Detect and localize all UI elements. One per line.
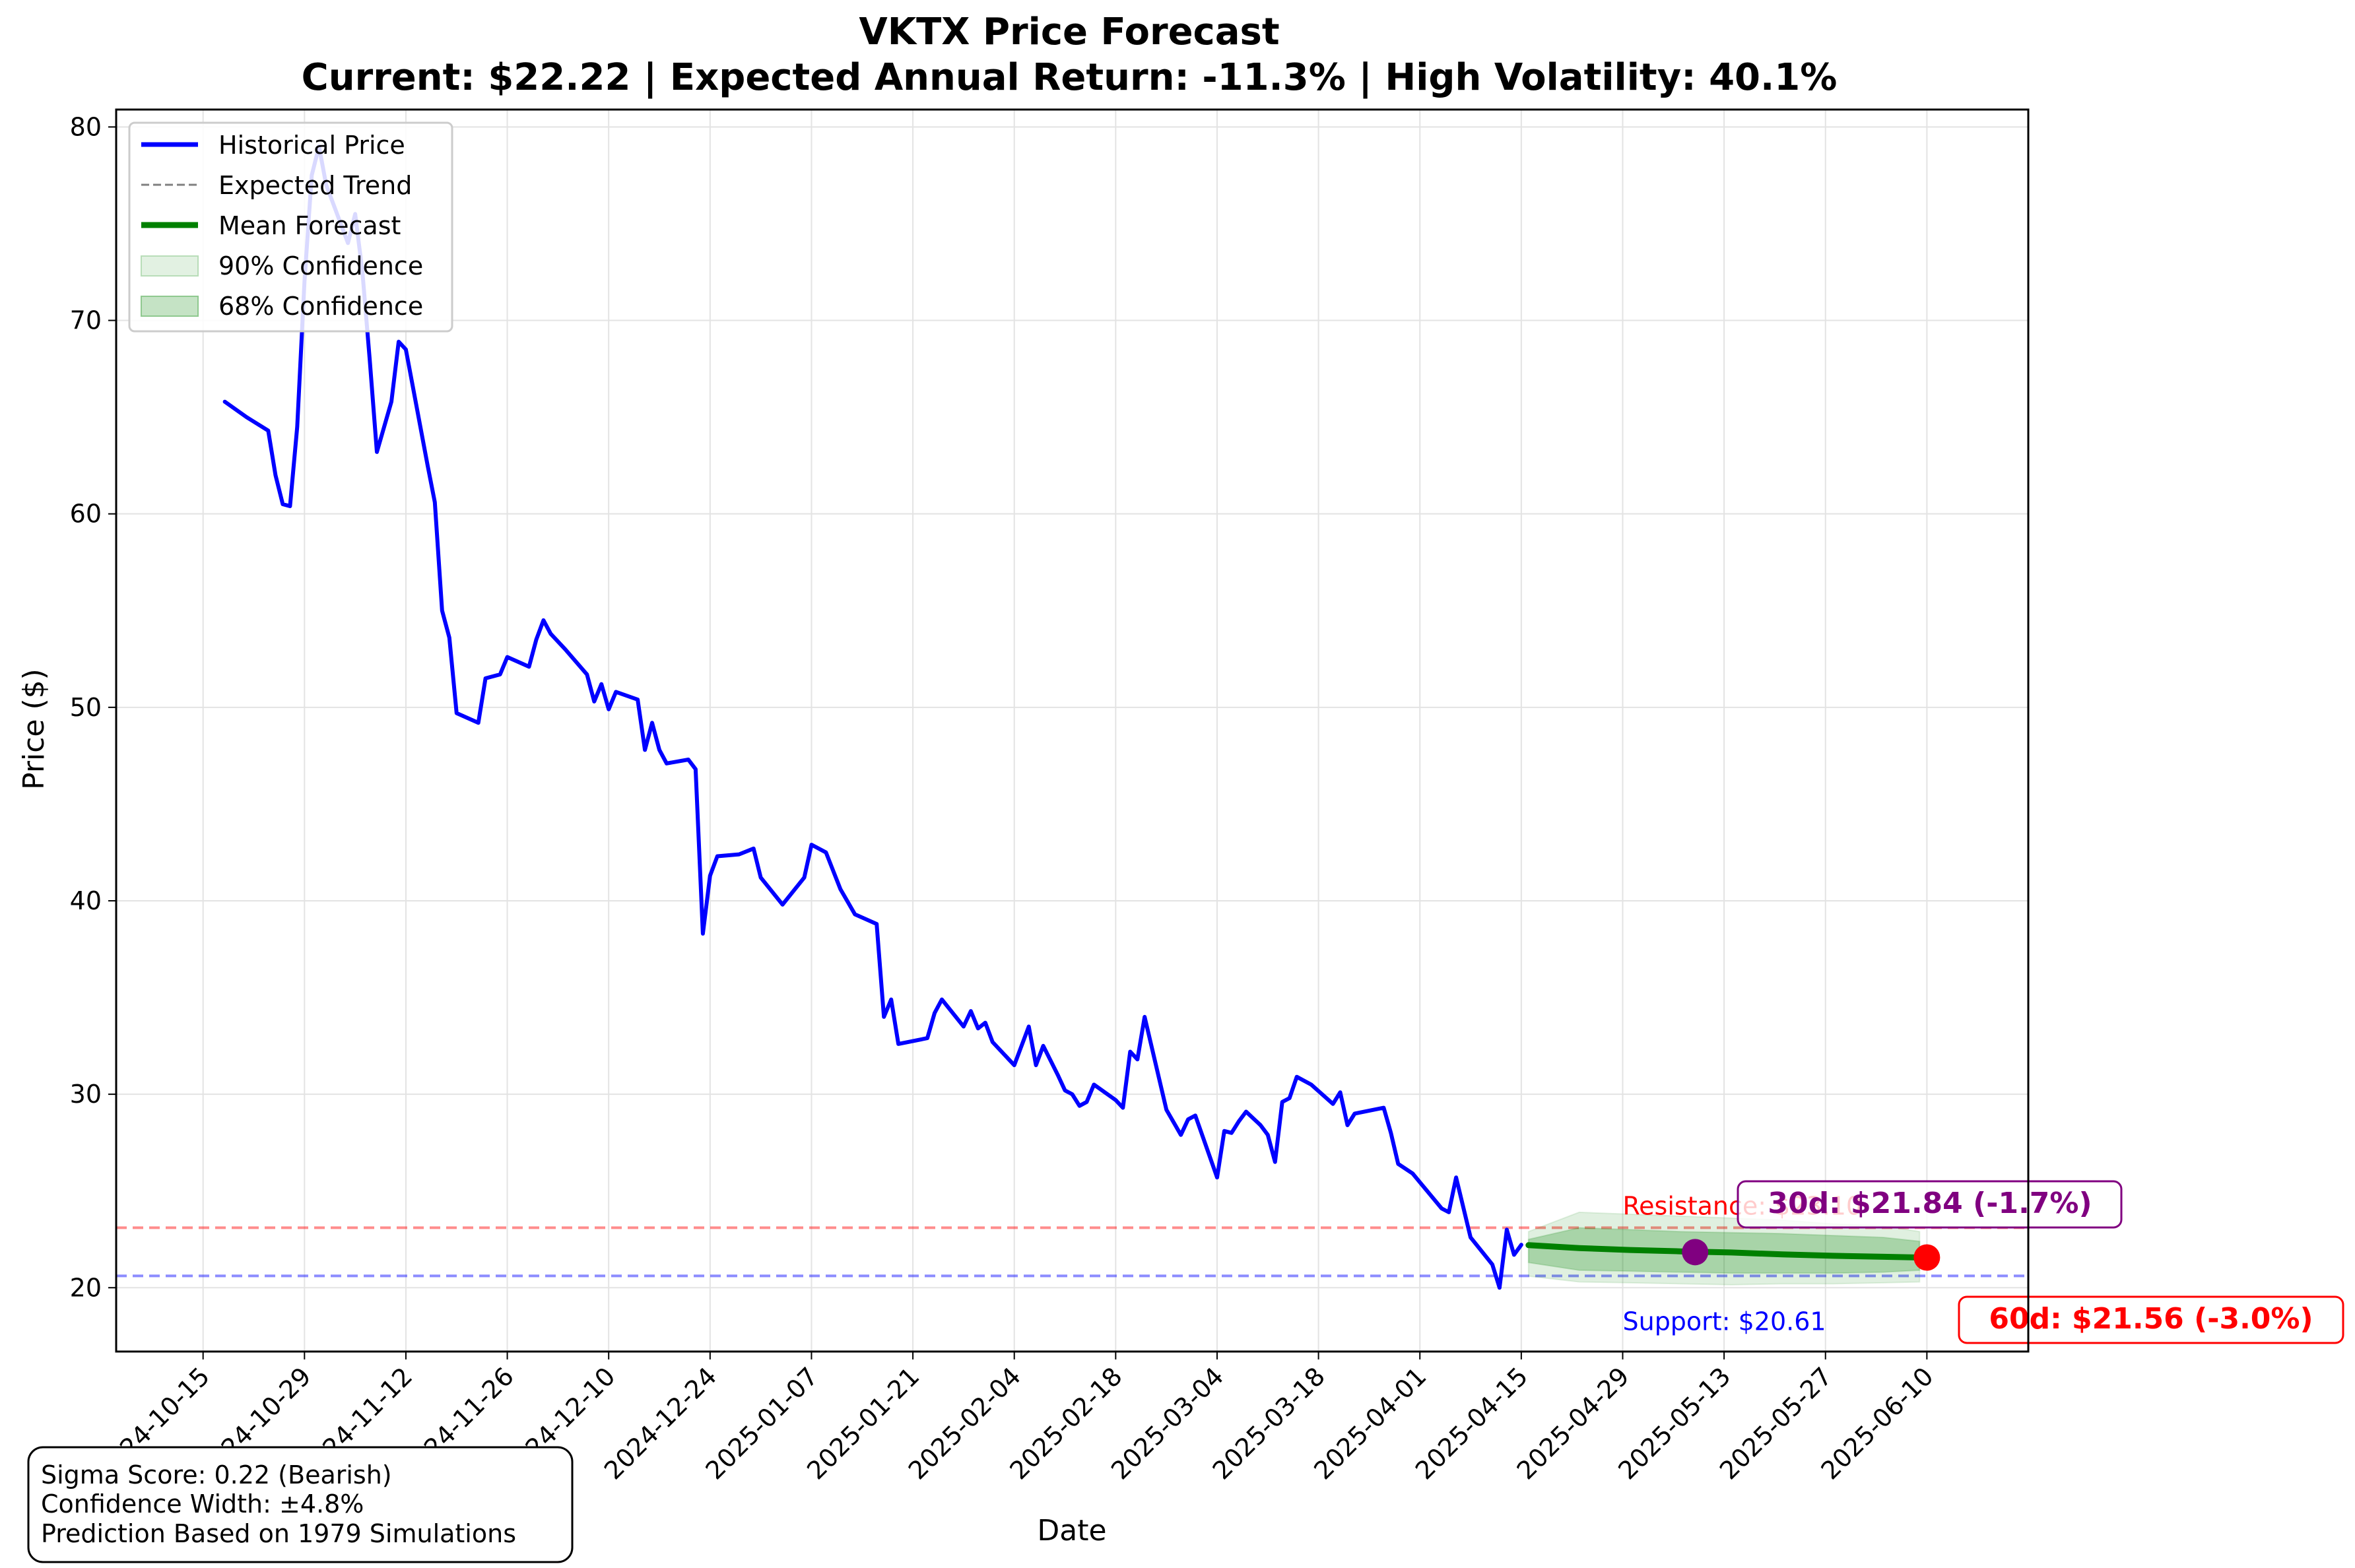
legend-label-trend: Expected Trend xyxy=(218,171,412,200)
callout-30d-box xyxy=(1737,1180,2123,1229)
y-tick-label: 20 xyxy=(70,1273,102,1302)
info-box-frame xyxy=(27,1446,574,1563)
support-label: Support: $20.61 xyxy=(1622,1307,1826,1336)
callout-60d-box xyxy=(1958,1295,2344,1344)
legend-frame xyxy=(128,121,453,333)
y-axis-label: Price ($) xyxy=(17,669,51,790)
legend-label-historical: Historical Price xyxy=(218,131,405,160)
historical-price-line xyxy=(222,144,1523,1290)
info-box: Sigma Score: 0.22 (Bearish) Confidence W… xyxy=(27,1446,574,1563)
marker-30d xyxy=(1682,1239,1709,1266)
callout-60d-label: 60d: $21.56 (-3.0%) xyxy=(1989,1302,2313,1336)
y-tick-label: 30 xyxy=(70,1080,102,1109)
y-tick-label: 40 xyxy=(70,886,102,915)
info-line-sigma: Sigma Score: 0.22 (Bearish) xyxy=(41,1460,392,1489)
legend-label-mean: Mean Forecast xyxy=(218,211,401,240)
mean-forecast-line xyxy=(1525,1242,1923,1260)
info-line-sims: Prediction Based on 1979 Simulations xyxy=(41,1519,516,1548)
chart-title: VKTX Price Forecast xyxy=(859,11,1279,53)
info-line-width: Confidence Width: ±4.8% xyxy=(41,1489,364,1519)
y-tick-label: 70 xyxy=(70,306,102,335)
chart-subtitle: Current: $22.22 | Expected Annual Return… xyxy=(302,56,1838,99)
band-90-confidence xyxy=(1527,1211,1921,1286)
legend-swatch-68 xyxy=(141,296,199,317)
legend-label-68: 68% Confidence xyxy=(218,292,423,321)
legend-label-90: 90% Confidence xyxy=(218,251,423,280)
y-tick-label: 50 xyxy=(70,693,102,722)
callout-30d-label: 30d: $21.84 (-1.7%) xyxy=(1768,1187,2092,1220)
y-tick-label: 80 xyxy=(70,112,102,141)
legend: Historical Price Expected Trend Mean For… xyxy=(128,121,453,333)
callout-30d: 30d: $21.84 (-1.7%) xyxy=(1737,1180,2123,1229)
y-tick-label: 60 xyxy=(70,500,102,529)
legend-swatch-90 xyxy=(141,255,199,277)
marker-60d xyxy=(1913,1244,1940,1271)
callout-60d: 60d: $21.56 (-3.0%) xyxy=(1958,1295,2344,1344)
plot-frame xyxy=(115,108,2030,1353)
x-axis-label: Date xyxy=(1037,1514,1106,1548)
